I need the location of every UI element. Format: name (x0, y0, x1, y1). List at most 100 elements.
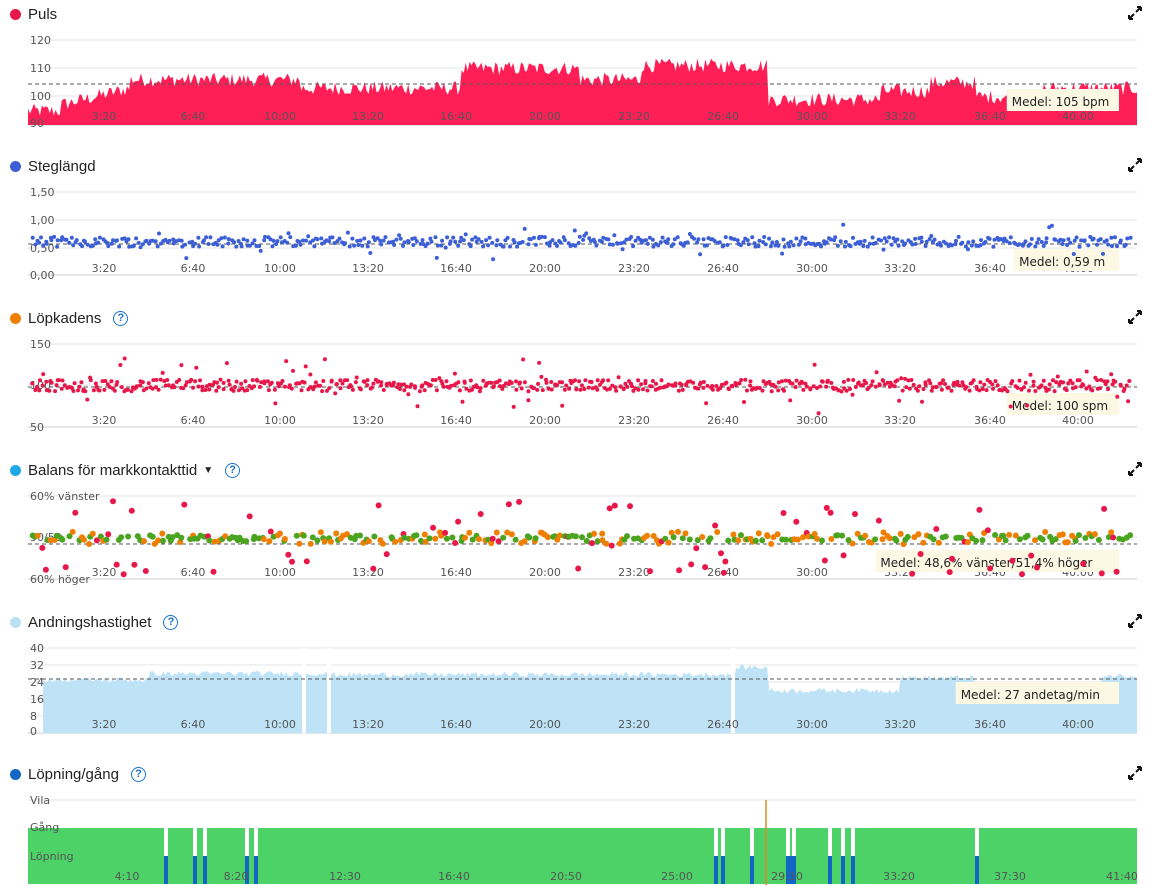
data-point (633, 238, 638, 243)
data-point (730, 531, 737, 538)
data-point (60, 378, 65, 383)
data-point (803, 236, 808, 241)
data-point (441, 384, 446, 389)
data-point (457, 388, 462, 393)
data-point (159, 530, 166, 537)
data-point (1061, 238, 1066, 243)
expand-icon[interactable] (1128, 462, 1142, 476)
data-point (776, 380, 781, 385)
data-point (801, 387, 806, 392)
data-point (935, 539, 942, 546)
data-point (381, 388, 386, 392)
x-tick-label: 40:00 (1062, 110, 1094, 123)
data-point (516, 498, 523, 505)
data-point (903, 241, 908, 246)
data-point (1041, 243, 1046, 248)
data-point (522, 226, 527, 231)
help-icon[interactable]: ? (163, 614, 179, 630)
expand-icon[interactable] (1128, 6, 1142, 20)
data-point (491, 257, 496, 262)
data-point (818, 384, 823, 389)
data-point (616, 375, 621, 380)
data-point (722, 558, 729, 565)
x-tick-label: 13:20 (352, 262, 384, 275)
help-icon[interactable]: ? (113, 310, 129, 326)
data-point (639, 382, 644, 387)
data-point (913, 242, 918, 246)
expand-icon[interactable] (1128, 158, 1142, 172)
y-tick-label: 150 (30, 338, 51, 351)
x-tick-label: 10:00 (264, 262, 296, 275)
data-point (1090, 388, 1095, 393)
data-point (231, 388, 236, 393)
data-point (1105, 379, 1110, 384)
data-point (338, 386, 343, 391)
data-point (53, 532, 60, 539)
data-point (397, 233, 402, 238)
data-point (1049, 223, 1054, 228)
data-point (849, 540, 856, 547)
data-point (442, 529, 449, 536)
data-point (852, 511, 858, 517)
series-dot-icon (10, 160, 21, 172)
data-point (1010, 379, 1015, 384)
data-point (921, 387, 926, 391)
data-point (544, 377, 548, 382)
y-tick-label: 110 (30, 62, 51, 75)
data-point (961, 383, 966, 388)
dropdown-caret-icon[interactable]: ▼ (203, 464, 214, 476)
data-point (658, 240, 663, 245)
data-point (774, 531, 781, 538)
data-point (1126, 399, 1131, 404)
data-point (1031, 383, 1036, 388)
help-icon[interactable]: ? (225, 462, 241, 478)
data-point (536, 381, 541, 386)
data-point (1068, 240, 1073, 245)
run-marker (193, 856, 197, 884)
data-point (537, 360, 542, 365)
data-point (227, 382, 232, 387)
data-point (47, 388, 52, 393)
data-point (206, 242, 211, 246)
data-point (840, 552, 847, 559)
run-marker (714, 856, 718, 884)
data-point (119, 385, 124, 390)
data-point (522, 380, 527, 385)
data-point (127, 244, 132, 249)
data-point (283, 384, 287, 389)
data-point (80, 244, 85, 249)
data-point (903, 376, 907, 381)
expand-icon[interactable] (1128, 310, 1142, 324)
data-point (933, 526, 940, 532)
data-point (755, 530, 762, 537)
data-point (720, 569, 727, 576)
data-point (666, 382, 671, 387)
data-point (693, 545, 700, 552)
data-point (811, 384, 816, 389)
data-point (383, 235, 388, 240)
data-point (782, 388, 786, 393)
data-point (241, 237, 246, 242)
data-point (647, 235, 652, 240)
expand-icon[interactable] (1128, 614, 1142, 628)
data-point (573, 243, 578, 248)
data-point (721, 243, 726, 248)
expand-icon[interactable] (1128, 766, 1142, 780)
x-tick-label: 16:40 (440, 110, 472, 123)
x-tick-label: 33:20 (884, 414, 916, 427)
data-point (621, 387, 626, 392)
data-point (190, 239, 195, 244)
data-point (824, 384, 829, 389)
data-point (919, 235, 924, 240)
data-point (875, 517, 882, 524)
data-point (701, 237, 706, 242)
data-point (692, 236, 697, 241)
help-icon[interactable]: ? (130, 766, 146, 782)
data-point (611, 502, 618, 509)
data-point (55, 238, 60, 243)
data-point (1019, 387, 1024, 392)
data-point (675, 235, 680, 240)
data-point (200, 384, 205, 389)
data-point (365, 244, 370, 249)
data-point (608, 542, 615, 549)
